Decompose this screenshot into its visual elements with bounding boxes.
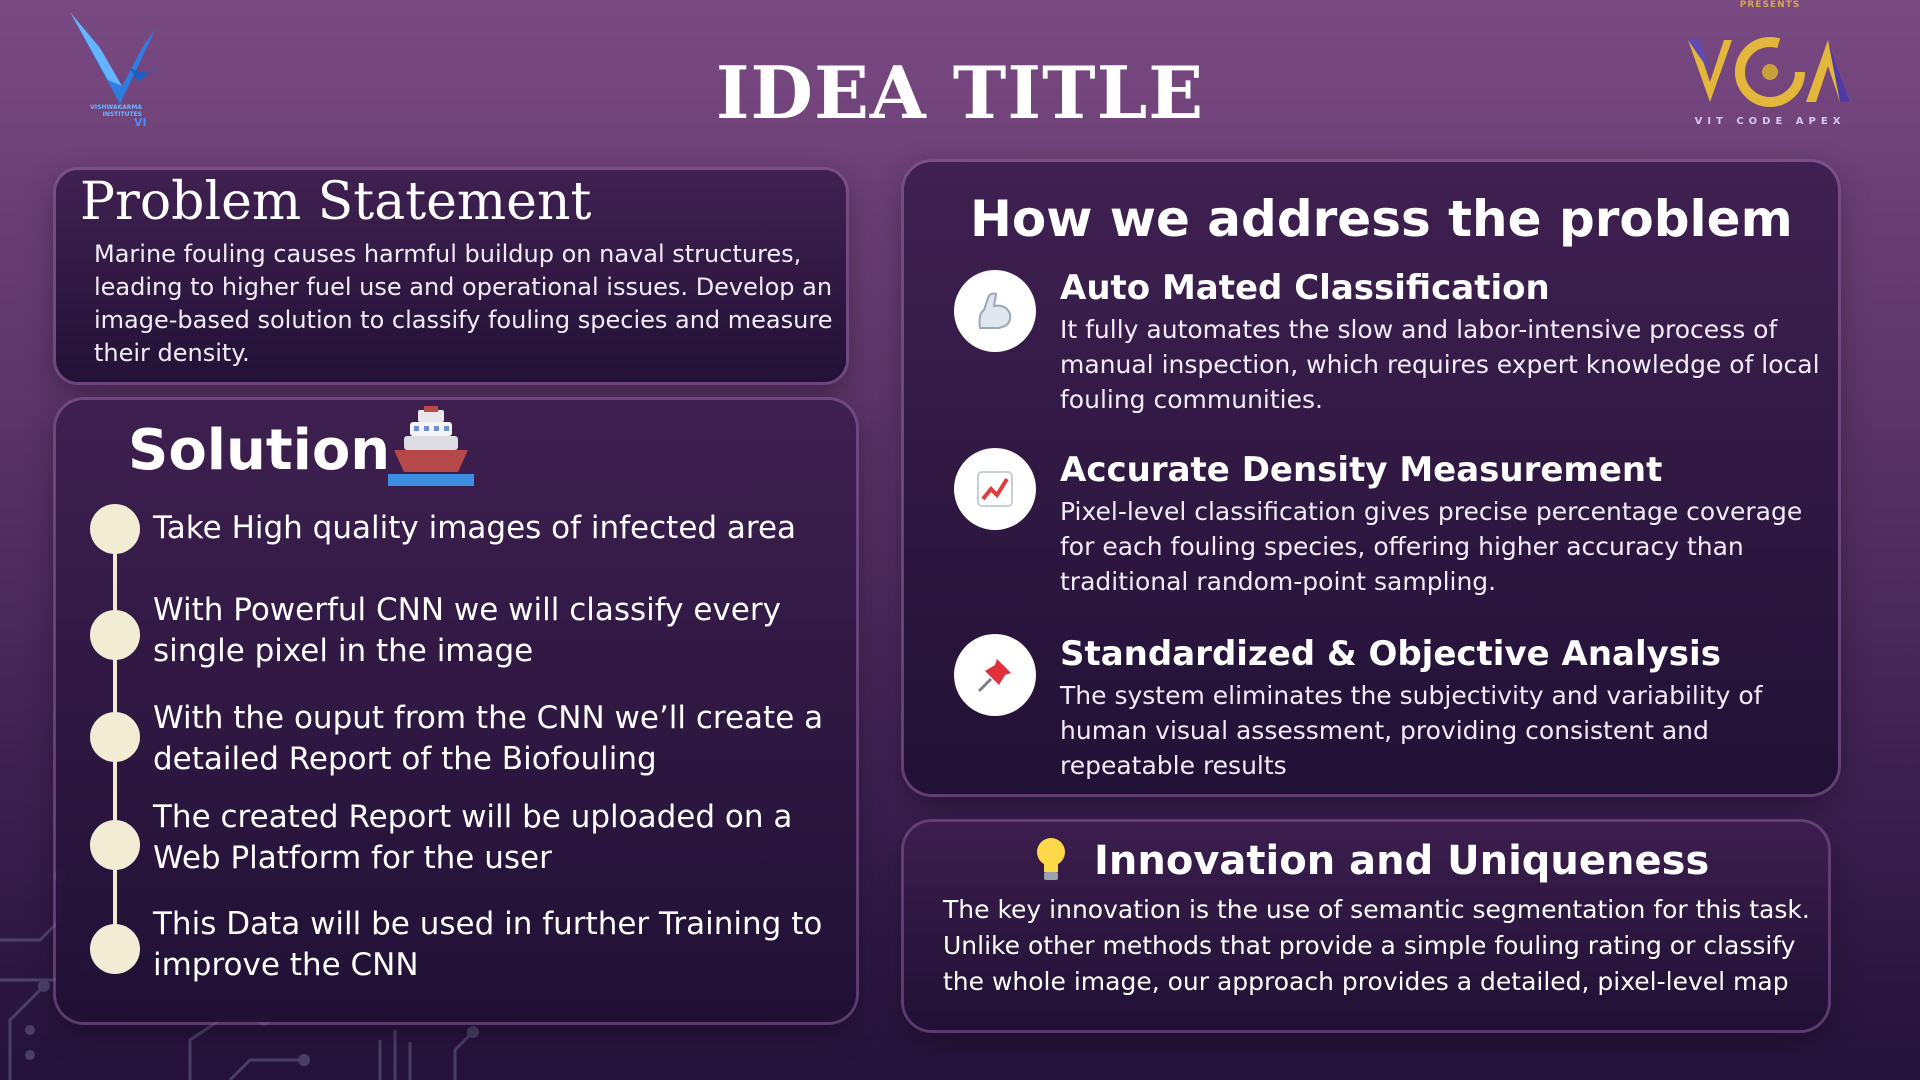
solution-card bbox=[56, 400, 856, 1022]
feature-title-density-measurement: Accurate Density Measurement bbox=[1060, 450, 1663, 490]
solution-step-4: The created Report will be uploaded on a… bbox=[153, 799, 793, 876]
timeline-dot bbox=[90, 610, 140, 660]
feature-title-objective-analysis: Standardized & Objective Analysis bbox=[1060, 634, 1721, 674]
timeline-dot bbox=[90, 820, 140, 870]
feature-desc-automated-classification: It fully automates the slow and labor-in… bbox=[1060, 315, 1820, 414]
right-logo-tagline: VIT CODE APEX bbox=[1694, 116, 1846, 127]
innovation-text: The key innovation is the use of semanti… bbox=[943, 895, 1810, 996]
feature-title-automated-classification: Auto Mated Classification bbox=[1060, 268, 1550, 308]
page-title: IDEA TITLE bbox=[715, 50, 1205, 135]
vit-code-apex-logo: PRESENTS VIT CODE APEX bbox=[1660, 0, 1880, 140]
problem-statement-card bbox=[56, 170, 846, 382]
light-bulb-icon bbox=[1037, 838, 1065, 880]
solution-step-2: With Powerful CNN we will classify every… bbox=[153, 592, 781, 669]
vca-logo-icon bbox=[1688, 37, 1850, 107]
approach-title: How we address the problem bbox=[970, 190, 1793, 248]
solution-step-1: Take High quality images of infected are… bbox=[153, 510, 797, 546]
pushpin-icon bbox=[954, 634, 1036, 716]
feature-desc-density-measurement: Pixel-level classification gives precise… bbox=[1060, 497, 1803, 596]
left-logo-mark: VI bbox=[134, 116, 147, 129]
approach-card bbox=[904, 162, 1838, 794]
problem-statement-title: Problem Statement bbox=[80, 172, 592, 232]
timeline-dot bbox=[90, 504, 140, 554]
chart-increasing-icon bbox=[954, 448, 1036, 530]
problem-statement-text: Marine fouling causes harmful buildup on… bbox=[94, 240, 833, 367]
solution-title: Solution bbox=[128, 418, 391, 483]
presents-label: PRESENTS bbox=[1739, 0, 1801, 10]
flexed-arm-icon bbox=[954, 270, 1036, 352]
innovation-title: Innovation and Uniqueness bbox=[1094, 838, 1710, 884]
timeline-dot bbox=[90, 924, 140, 974]
timeline-dot bbox=[90, 712, 140, 762]
left-logo-text: VISHWAKARMA INSTITUTES bbox=[90, 104, 142, 118]
vishwakarma-logo-icon bbox=[70, 12, 158, 104]
solution-step-3: With the ouput from the CNN we’ll create… bbox=[153, 700, 824, 777]
solution-step-5: This Data will be used in further Traini… bbox=[153, 906, 823, 983]
ship-icon bbox=[388, 406, 474, 486]
feature-desc-objective-analysis: The system eliminates the subjectivity a… bbox=[1060, 681, 1763, 780]
